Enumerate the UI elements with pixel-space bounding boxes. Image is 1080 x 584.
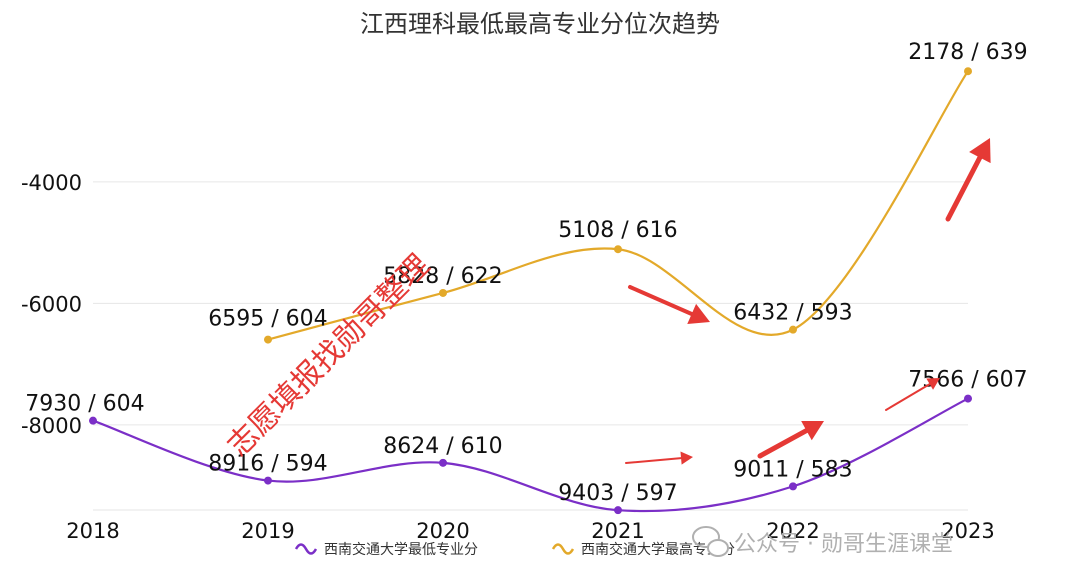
data-label: 5108 / 616 bbox=[558, 218, 677, 243]
data-point bbox=[964, 67, 972, 76]
x-tick-label: 2023 bbox=[941, 519, 994, 543]
data-label: 8624 / 610 bbox=[383, 434, 502, 459]
legend-line-icon-min bbox=[294, 543, 318, 555]
data-point bbox=[614, 245, 622, 254]
data-point bbox=[964, 394, 972, 403]
legend-label-min: 西南交通大学最低专业分 bbox=[324, 541, 478, 558]
data-label: 9403 / 597 bbox=[558, 481, 677, 506]
x-tick-label: 2019 bbox=[241, 519, 294, 543]
legend-label-max: 西南交通大学最高专业分 bbox=[581, 541, 735, 558]
series-line-0 bbox=[92, 397, 969, 513]
y-axis-ticks: -4000 -6000 -8000 bbox=[21, 171, 82, 438]
data-point bbox=[789, 482, 797, 491]
data-label: 5828 / 622 bbox=[383, 264, 502, 289]
data-label: 7566 / 607 bbox=[908, 368, 1027, 393]
data-label: 2178 / 639 bbox=[908, 40, 1027, 65]
data-point bbox=[789, 325, 797, 334]
red-arrow bbox=[945, 138, 991, 222]
x-axis-ticks: 2018 2019 2020 2021 2022 2023 bbox=[66, 519, 994, 543]
grid-lines bbox=[93, 181, 968, 511]
chart-title: 江西理科最低最高专业分位次趋势 bbox=[360, 10, 720, 38]
data-point bbox=[264, 476, 272, 485]
data-label: 6432 / 593 bbox=[733, 301, 852, 326]
footer-watermark-text: 公众号 · 勋哥生涯课堂 bbox=[734, 532, 953, 557]
data-label: 6595 / 604 bbox=[208, 307, 327, 332]
x-tick-label: 2021 bbox=[591, 519, 644, 543]
data-labels: 7930 / 604 8916 / 594 8624 / 610 9403 / 597… bbox=[25, 40, 1027, 506]
data-point bbox=[89, 416, 97, 425]
data-point bbox=[439, 288, 447, 297]
red-arrow bbox=[757, 420, 824, 459]
legend: 西南交通大学最低专业分 西南交通大学最高专业分 bbox=[294, 541, 735, 558]
series-layer bbox=[89, 67, 972, 515]
y-tick-label: -8000 bbox=[21, 414, 82, 438]
footer-watermark: 公众号 · 勋哥生涯课堂 bbox=[692, 526, 953, 557]
data-point bbox=[264, 335, 272, 344]
legend-line-icon-max bbox=[551, 543, 575, 555]
data-label: 9011 / 583 bbox=[733, 457, 852, 482]
data-label: 8916 / 594 bbox=[208, 452, 327, 477]
y-tick-label: -4000 bbox=[21, 171, 82, 195]
data-point bbox=[439, 458, 447, 467]
y-tick-label: -6000 bbox=[21, 292, 82, 316]
wechat-icon bbox=[692, 526, 729, 557]
x-tick-label: 2018 bbox=[66, 519, 119, 543]
red-arrow bbox=[625, 451, 693, 465]
x-tick-label: 2022 bbox=[766, 519, 819, 543]
x-tick-label: 2020 bbox=[416, 519, 469, 543]
red-arrow bbox=[885, 378, 940, 411]
data-point bbox=[614, 506, 622, 515]
data-label: 7930 / 604 bbox=[25, 392, 144, 417]
series-line-1 bbox=[267, 70, 969, 341]
red-arrow bbox=[628, 285, 710, 325]
watermark-text: 志愿填报找勋哥整理 bbox=[221, 248, 437, 464]
annotation-arrows bbox=[625, 138, 991, 465]
